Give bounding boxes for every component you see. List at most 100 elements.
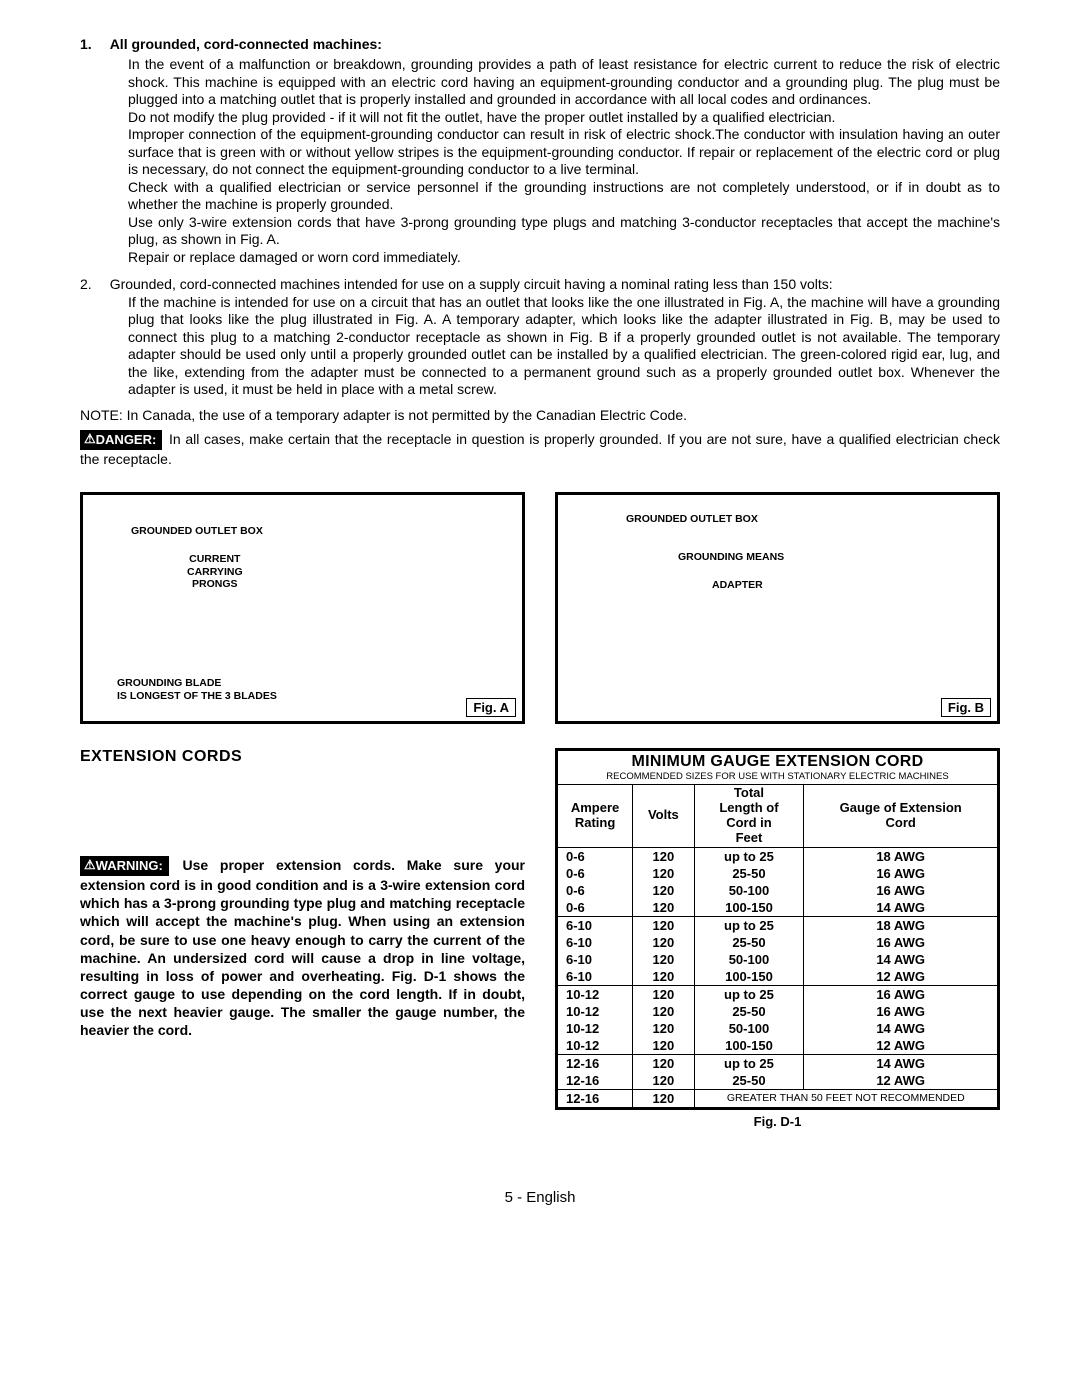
table-cell: 12-16 bbox=[558, 1054, 633, 1072]
table-cell: 0-6 bbox=[558, 899, 633, 917]
warning-text: Use proper extension cords. Make sure yo… bbox=[80, 857, 525, 1038]
section-1-heading: 1. All grounded, cord-connected machines… bbox=[80, 36, 1000, 52]
table-row: 10-1212050-10014 AWG bbox=[558, 1020, 997, 1037]
table-header-cell: Volts bbox=[633, 785, 694, 847]
table-cell: 0-6 bbox=[558, 865, 633, 882]
figure-a: GROUNDED OUTLET BOX CURRENTCARRYINGPRONG… bbox=[80, 492, 525, 724]
table-cell: 25-50 bbox=[694, 1003, 804, 1020]
table-cell: 120 bbox=[633, 865, 694, 882]
table-header-cell: Gauge of ExtensionCord bbox=[804, 785, 997, 847]
figure-a-caption: Fig. A bbox=[466, 698, 516, 717]
table-cell: 12 AWG bbox=[804, 1037, 997, 1055]
table-cell: 6-10 bbox=[558, 934, 633, 951]
table-cell: 18 AWG bbox=[804, 847, 997, 865]
table-cell: 120 bbox=[633, 899, 694, 917]
para: If the machine is intended for use on a … bbox=[128, 294, 1000, 399]
table-cell: 100-150 bbox=[694, 968, 804, 986]
table-cell: 6-10 bbox=[558, 951, 633, 968]
table-cell: 100-150 bbox=[694, 1037, 804, 1055]
table-cell: 6-10 bbox=[558, 968, 633, 986]
note-canada: NOTE: In Canada, the use of a temporary … bbox=[80, 407, 1000, 425]
table-cell: 120 bbox=[633, 1003, 694, 1020]
table-cell: 18 AWG bbox=[804, 916, 997, 934]
table-cell: GREATER THAN 50 FEET NOT RECOMMENDED bbox=[694, 1089, 997, 1107]
para: Do not modify the plug provided - if it … bbox=[128, 109, 1000, 127]
table-cell: 50-100 bbox=[694, 882, 804, 899]
table-cell: 120 bbox=[633, 934, 694, 951]
page-footer: 5 - English bbox=[80, 1189, 1000, 1206]
gauge-table: AmpereRatingVoltsTotalLength ofCord inFe… bbox=[558, 785, 997, 1107]
gauge-table-section: MINIMUM GAUGE EXTENSION CORD RECOMMENDED… bbox=[555, 748, 1000, 1129]
table-cell: 12 AWG bbox=[804, 1072, 997, 1090]
gauge-table-wrap: MINIMUM GAUGE EXTENSION CORD RECOMMENDED… bbox=[555, 748, 1000, 1110]
table-cell: 25-50 bbox=[694, 934, 804, 951]
table-row: 10-12120up to 2516 AWG bbox=[558, 985, 997, 1003]
fig-b-label-3: ADAPTER bbox=[712, 579, 763, 591]
table-cell: 120 bbox=[633, 1089, 694, 1107]
warning-icon: ⚠ bbox=[84, 857, 96, 874]
table-title: MINIMUM GAUGE EXTENSION CORD bbox=[558, 751, 997, 771]
table-cell: 0-6 bbox=[558, 847, 633, 865]
table-cell: up to 25 bbox=[694, 916, 804, 934]
danger-block: ⚠DANGER: In all cases, make certain that… bbox=[80, 430, 1000, 468]
warning-icon: ⚠ bbox=[84, 431, 96, 448]
table-cell: 25-50 bbox=[694, 865, 804, 882]
table-cell: 16 AWG bbox=[804, 882, 997, 899]
table-row: 0-6120100-15014 AWG bbox=[558, 899, 997, 917]
section-2-lead-text: Grounded, cord-connected machines intend… bbox=[110, 276, 833, 294]
table-row: 6-10120up to 2518 AWG bbox=[558, 916, 997, 934]
figure-d1-caption: Fig. D-1 bbox=[555, 1114, 1000, 1129]
para: Use only 3-wire extension cords that hav… bbox=[128, 214, 1000, 249]
table-cell: 10-12 bbox=[558, 985, 633, 1003]
fig-a-label-1: GROUNDED OUTLET BOX bbox=[131, 525, 263, 537]
table-row: 12-16120GREATER THAN 50 FEET NOT RECOMME… bbox=[558, 1089, 997, 1107]
table-cell: 120 bbox=[633, 1072, 694, 1090]
para: Improper connection of the equipment-gro… bbox=[128, 126, 1000, 179]
table-row: 12-16120up to 2514 AWG bbox=[558, 1054, 997, 1072]
table-cell: 10-12 bbox=[558, 1020, 633, 1037]
table-cell: 14 AWG bbox=[804, 1054, 997, 1072]
table-row: 10-12120100-15012 AWG bbox=[558, 1037, 997, 1055]
table-header-cell: AmpereRating bbox=[558, 785, 633, 847]
para: In the event of a malfunction or breakdo… bbox=[128, 56, 1000, 109]
fig-a-label-2: CURRENTCARRYINGPRONGS bbox=[187, 553, 243, 591]
danger-label: DANGER: bbox=[96, 432, 157, 447]
table-cell: 12 AWG bbox=[804, 968, 997, 986]
table-cell: 50-100 bbox=[694, 951, 804, 968]
para: Repair or replace damaged or worn cord i… bbox=[128, 249, 1000, 267]
warning-paragraph: ⚠WARNING: Use proper extension cords. Ma… bbox=[80, 856, 525, 1040]
section-2-body: If the machine is intended for use on a … bbox=[128, 294, 1000, 399]
extension-cords-section: EXTENSION CORDS ⚠WARNING: Use proper ext… bbox=[80, 748, 525, 1040]
para: Check with a qualified electrician or se… bbox=[128, 179, 1000, 214]
section-1: 1. All grounded, cord-connected machines… bbox=[80, 36, 1000, 266]
table-cell: up to 25 bbox=[694, 847, 804, 865]
table-body: 0-6120up to 2518 AWG0-612025-5016 AWG0-6… bbox=[558, 847, 997, 1107]
table-cell: 100-150 bbox=[694, 899, 804, 917]
table-cell: 16 AWG bbox=[804, 985, 997, 1003]
warning-badge: ⚠WARNING: bbox=[80, 856, 169, 876]
extension-cords-heading: EXTENSION CORDS bbox=[80, 748, 525, 766]
table-cell: 120 bbox=[633, 1020, 694, 1037]
table-cell: 14 AWG bbox=[804, 899, 997, 917]
figure-row: GROUNDED OUTLET BOX CURRENTCARRYINGPRONG… bbox=[80, 492, 1000, 724]
danger-text: In all cases, make certain that the rece… bbox=[80, 431, 1000, 467]
table-row: 12-1612025-5012 AWG bbox=[558, 1072, 997, 1090]
lower-row: EXTENSION CORDS ⚠WARNING: Use proper ext… bbox=[80, 748, 1000, 1129]
table-cell: 0-6 bbox=[558, 882, 633, 899]
fig-b-label-1: GROUNDED OUTLET BOX bbox=[626, 513, 758, 525]
table-cell: 16 AWG bbox=[804, 1003, 997, 1020]
table-row: 6-1012050-10014 AWG bbox=[558, 951, 997, 968]
fig-b-label-2: GROUNDING MEANS bbox=[678, 551, 784, 563]
list-num-2: 2. bbox=[80, 276, 92, 294]
table-cell: 6-10 bbox=[558, 916, 633, 934]
table-cell: 10-12 bbox=[558, 1037, 633, 1055]
section-1-body: In the event of a malfunction or breakdo… bbox=[128, 56, 1000, 266]
table-cell: 50-100 bbox=[694, 1020, 804, 1037]
section-2-lead: 2. Grounded, cord-connected machines int… bbox=[80, 276, 1000, 294]
table-cell: 120 bbox=[633, 1037, 694, 1055]
table-cell: up to 25 bbox=[694, 985, 804, 1003]
table-cell: 12-16 bbox=[558, 1072, 633, 1090]
table-cell: 120 bbox=[633, 916, 694, 934]
table-cell: 120 bbox=[633, 951, 694, 968]
table-cell: 12-16 bbox=[558, 1089, 633, 1107]
